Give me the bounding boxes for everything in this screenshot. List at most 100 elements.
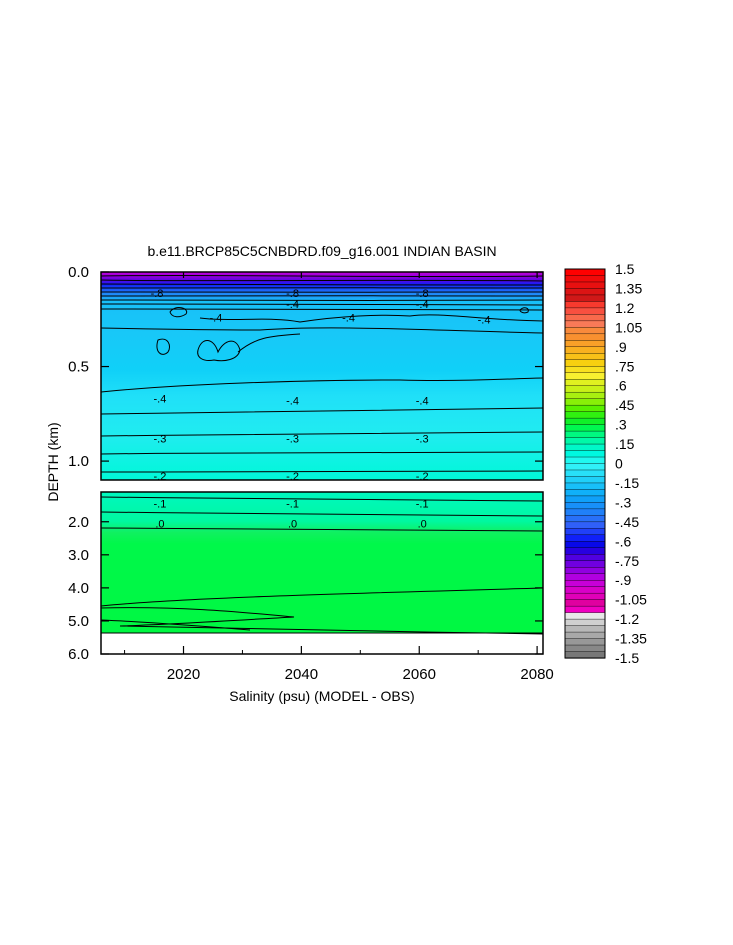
contour-label: -.4 [478,314,491,326]
x-tick-label: 2060 [403,666,436,683]
colorbar-swatch [564,554,606,562]
colorbar-swatch [564,353,606,361]
colorbar-label: -.45 [615,514,639,530]
colorbar-swatch [564,644,606,653]
colorbar-swatch [564,625,606,633]
colorbar-swatch [564,346,606,354]
x-tick-label: 2020 [167,666,200,683]
y-tick-label: 5.0 [68,613,89,630]
contour-label: -.8 [416,288,429,300]
contour-line [101,279,543,282]
upper-panel-field [101,272,543,480]
colorbar-label: 1.2 [615,300,635,316]
colorbar-label: -1.2 [615,611,639,627]
contour-label: -.1 [286,499,299,511]
contour-label: .0 [288,518,297,530]
contour-line [101,295,543,297]
colorbar-swatch [564,482,606,491]
y-tick-label: 1.0 [68,453,89,470]
y-tick-label: 4.0 [68,580,89,597]
contour-label: -.4 [416,299,429,311]
colorbar-swatch [564,605,606,614]
colorbar-swatch [564,372,606,380]
contour-label: -.1 [416,499,429,511]
contour-label: -.3 [286,433,299,445]
colorbar-swatch [564,385,606,393]
colorbar-frame [564,268,606,659]
colorbar-swatch [564,391,606,400]
colorbar-swatch [564,333,606,341]
colorbar-swatch [564,580,606,588]
colorbar-label: 1.05 [615,319,642,335]
contour-label: -.4 [286,396,299,408]
colorbar-swatch [564,586,606,594]
colorbar-swatch [564,515,606,523]
colorbar-swatch [564,592,606,601]
contour-label: -.8 [286,288,299,300]
contour-line [156,338,171,355]
contour-label: -.2 [154,471,167,483]
colorbar-swatch [564,469,606,478]
colorbar-swatch [564,443,606,452]
colorbar-swatch [564,528,606,536]
y-tick-label: 0.0 [68,264,89,281]
colorbar-swatch [564,495,606,503]
colorbar-swatch [564,301,606,309]
colorbar-swatch [564,651,606,659]
colorbar-label: -.9 [615,572,632,588]
colorbar-swatch [564,288,606,296]
colorbar-label: 0 [615,456,623,472]
colorbar-swatch [564,398,606,406]
colorbar-swatch [564,541,606,549]
contour-line [101,303,543,306]
colorbar-swatch [564,612,606,620]
chart-title: b.e11.BRCP85C5CNBDRD.f09_g16.001 INDIAN … [147,243,496,259]
contour-line [101,274,543,278]
colorbar-swatch [564,424,606,432]
contour-label: .0 [155,518,164,530]
colorbar-swatch [564,307,606,315]
contour-label: -.4 [286,299,299,311]
colorbar-swatch [564,411,606,419]
lower-panel-frame [100,491,544,655]
contour-line [101,511,543,517]
colorbar-swatch [564,327,606,335]
colorbar-swatch [564,567,606,575]
contour-label: -.4 [342,312,355,324]
colorbar-swatch [564,294,606,303]
colorbar-swatch [564,599,606,607]
colorbar: 1.5 1.35 1.2 1.05 .9 .75 .6 .45 .3 .15 0 -.15 -.3 -.4… [564,261,647,666]
colorbar-label: .15 [615,436,635,452]
contour-label: -.2 [286,471,299,483]
contour-label: -.4 [416,396,429,408]
colorbar-swatch [564,638,606,646]
contour-line [101,496,543,502]
colorbar-label: -1.05 [615,592,647,608]
contour-label: -.4 [209,312,222,324]
contour-line [101,283,543,286]
colorbar-label: -.75 [615,553,639,569]
contour-line [101,308,543,311]
colorbar-label: -1.35 [615,631,647,647]
colorbar-label: .75 [615,358,635,374]
colorbar-swatch [564,534,606,542]
colorbar-swatch [564,366,606,374]
contour-line [101,527,543,532]
contour-line [169,307,188,318]
colorbar-swatch [564,521,606,529]
contour-line [101,619,251,631]
contour-label: -.4 [154,394,167,406]
colorbar-label: .3 [615,417,627,433]
colorbar-swatch [564,275,606,283]
colorbar-swatch [564,631,606,640]
colorbar-swatch [564,268,606,277]
colorbar-swatch [564,463,606,471]
contour-line [101,327,543,334]
colorbar-swatch [564,456,606,465]
colorbar-swatch [564,450,606,458]
y-tick-label: 2.0 [68,514,89,531]
x-tick-label: 2080 [520,666,553,683]
contour-line [101,607,543,635]
contour-label: -.2 [416,471,429,483]
